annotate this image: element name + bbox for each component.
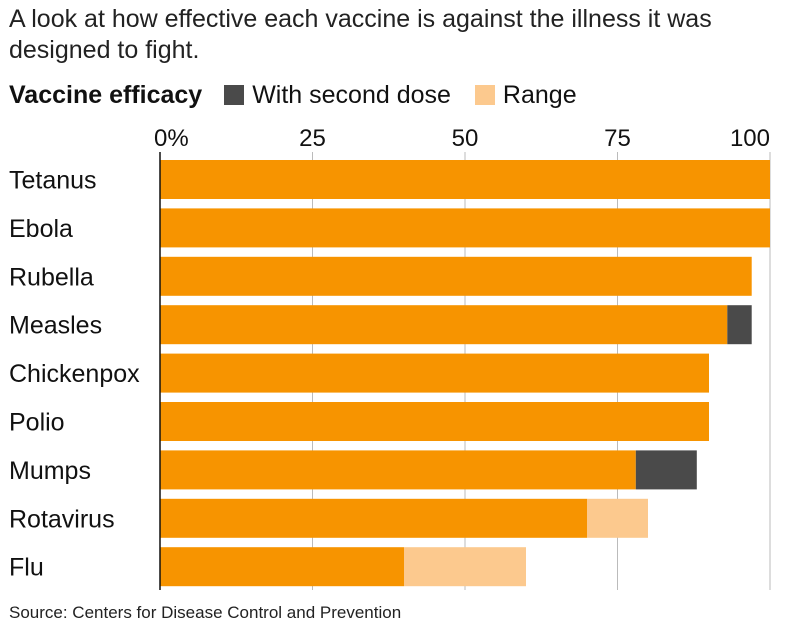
bar-segment — [160, 498, 587, 538]
category-label: Polio — [9, 409, 65, 437]
category-label: Ebola — [9, 215, 73, 243]
bar-segment — [404, 547, 526, 587]
bar-segment — [160, 353, 709, 393]
bar-segment — [160, 208, 770, 248]
x-tick-label: 50 — [452, 125, 479, 152]
category-label: Chickenpox — [9, 360, 140, 388]
bar-chart: 0% 25 50 75 100 Tetanus Ebola Rubella Measles Chi… — [9, 125, 771, 590]
bar-segment — [160, 547, 404, 587]
legend-swatch-range — [474, 85, 495, 105]
bar-segment — [160, 402, 709, 441]
bar-segment — [160, 305, 728, 345]
category-label: Tetanus — [9, 167, 97, 195]
x-tick-label: 75 — [604, 125, 631, 152]
legend-swatch-second-dose — [224, 85, 245, 105]
chart-subtitle: A look at how effective each vaccine is … — [9, 5, 712, 64]
bar-segment — [160, 256, 752, 296]
chart-title: Vaccine efficacy — [9, 80, 203, 109]
source-note: Source: Centers for Disease Control and … — [9, 603, 402, 622]
x-tick-label: 100 — [730, 125, 770, 152]
category-label: Rubella — [9, 263, 94, 291]
legend-label-range: Range — [502, 80, 577, 109]
legend-item-second-dose: With second dose — [224, 81, 451, 110]
legend: Vaccine efficacy With second dose Range — [9, 78, 601, 112]
category-label: Rotavirus — [9, 505, 115, 533]
category-label: Mumps — [9, 457, 91, 485]
bar-segment — [587, 498, 648, 538]
x-tick-label: 25 — [299, 125, 326, 152]
category-label: Flu — [9, 554, 44, 582]
bar-segment — [727, 305, 752, 345]
x-tick-label: 0% — [154, 125, 189, 152]
bar-segment — [160, 160, 770, 199]
legend-label-second-dose: With second dose — [252, 80, 451, 109]
legend-item-range: Range — [474, 80, 577, 110]
bar-segment — [635, 450, 697, 490]
category-label: Measles — [9, 312, 102, 340]
bar-segment — [160, 450, 636, 490]
